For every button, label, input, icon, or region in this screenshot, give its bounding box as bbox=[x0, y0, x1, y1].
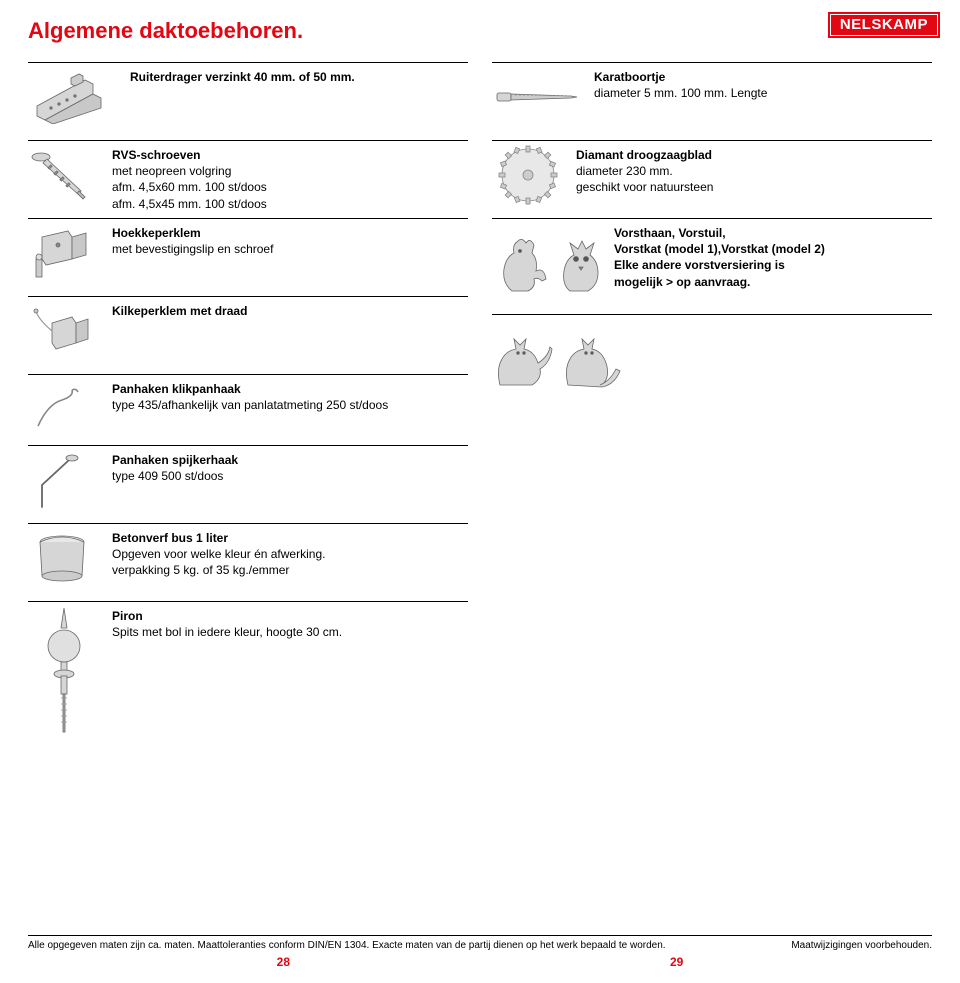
klik-l1: type 435/afhankelijk van panlatatmeting … bbox=[112, 398, 388, 412]
beton-title: Betonverf bus 1 liter bbox=[112, 531, 228, 545]
hoek-icon bbox=[28, 223, 100, 283]
diamant-title: Diamant droogzaagblad bbox=[576, 148, 712, 162]
spijker-title: Panhaken spijkerhaak bbox=[112, 453, 238, 467]
rvs-l2: afm. 4,5x60 mm. 100 st/doos bbox=[112, 180, 267, 194]
page-title: Algemene daktoebehoren. bbox=[28, 18, 932, 44]
item-klik: Panhaken klikpanhaak type 435/afhankelij… bbox=[28, 374, 468, 445]
item-vorstkat bbox=[492, 314, 932, 410]
content-columns: Ruiterdrager verzinkt 40 mm. of 50 mm. R… bbox=[28, 62, 932, 742]
vorst-l1: Vorstkat (model 1),Vorstkat (model 2) bbox=[614, 242, 825, 256]
vorst-l2: Elke andere vorstversiering is bbox=[614, 258, 785, 272]
rvs-icon bbox=[28, 145, 100, 205]
rvs-l1: met neopreen volgring bbox=[112, 164, 231, 178]
right-column: Karatboortje diameter 5 mm. 100 mm. Leng… bbox=[492, 62, 932, 742]
piron-icon bbox=[28, 606, 100, 736]
item-beton: Betonverf bus 1 liter Opgeven voor welke… bbox=[28, 523, 468, 601]
karat-l1: diameter 5 mm. 100 mm. Lengte bbox=[594, 86, 767, 100]
item-spijker: Panhaken spijkerhaak type 409 500 st/doo… bbox=[28, 445, 468, 523]
karat-icon bbox=[492, 67, 582, 127]
hoek-title: Hoekkeperklem bbox=[112, 226, 201, 240]
ruiterdrager-title: Ruiterdrager verzinkt 40 mm. of 50 mm. bbox=[130, 70, 355, 84]
item-karat: Karatboortje diameter 5 mm. 100 mm. Leng… bbox=[492, 62, 932, 140]
rvs-title: RVS-schroeven bbox=[112, 148, 200, 162]
piron-l1: Spits met bol in iedere kleur, hoogte 30… bbox=[112, 625, 342, 639]
item-piron: Piron Spits met bol in iedere kleur, hoo… bbox=[28, 601, 468, 742]
brand-logo: NELSKAMP bbox=[828, 12, 940, 38]
vorst-icon bbox=[492, 223, 602, 301]
karat-title: Karatboortje bbox=[594, 70, 665, 84]
item-kilk: Kilkeperklem met draad bbox=[28, 296, 468, 374]
diamant-l2: geschikt voor natuursteen bbox=[576, 180, 713, 194]
spijker-icon bbox=[28, 450, 100, 510]
rvs-l3: afm. 4,5x45 mm. 100 st/doos bbox=[112, 197, 267, 211]
item-hoek: Hoekkeperklem met bevestigingslip en sch… bbox=[28, 218, 468, 296]
item-rvs: RVS-schroeven met neopreen volgring afm.… bbox=[28, 140, 468, 218]
footer-right: Maatwijzigingen voorbehouden. bbox=[791, 940, 932, 951]
brand-text: NELSKAMP bbox=[840, 16, 928, 33]
spijker-l1: type 409 500 st/doos bbox=[112, 469, 223, 483]
footer: Alle opgegeven maten zijn ca. maten. Maa… bbox=[28, 935, 932, 969]
item-diamant: Diamant droogzaagblad diameter 230 mm. g… bbox=[492, 140, 932, 218]
piron-title: Piron bbox=[112, 609, 143, 623]
kilk-icon bbox=[28, 301, 100, 361]
vorst-title: Vorsthaan, Vorstuil, bbox=[614, 226, 726, 240]
klik-title: Panhaken klikpanhaak bbox=[112, 382, 241, 396]
vorstkat-icon bbox=[492, 319, 632, 393]
page-num-right: 29 bbox=[670, 955, 683, 969]
kilk-title: Kilkeperklem met draad bbox=[112, 304, 247, 318]
hoek-l1: met bevestigingslip en schroef bbox=[112, 242, 273, 256]
klik-icon bbox=[28, 379, 100, 439]
vorst-l3: mogelijk > op aanvraag. bbox=[614, 275, 750, 289]
left-column: Ruiterdrager verzinkt 40 mm. of 50 mm. R… bbox=[28, 62, 468, 742]
item-vorst: Vorsthaan, Vorstuil, Vorstkat (model 1),… bbox=[492, 218, 932, 314]
beton-l2: verpakking 5 kg. of 35 kg./emmer bbox=[112, 563, 289, 577]
diamant-l1: diameter 230 mm. bbox=[576, 164, 673, 178]
item-ruiterdrager: Ruiterdrager verzinkt 40 mm. of 50 mm. bbox=[28, 62, 468, 140]
beton-l1: Opgeven voor welke kleur én afwerking. bbox=[112, 547, 325, 561]
page-num-left: 28 bbox=[277, 955, 290, 969]
ruiterdrager-icon bbox=[28, 67, 118, 127]
beton-icon bbox=[28, 528, 100, 588]
diamant-icon bbox=[492, 145, 564, 205]
footer-left: Alle opgegeven maten zijn ca. maten. Maa… bbox=[28, 940, 666, 951]
